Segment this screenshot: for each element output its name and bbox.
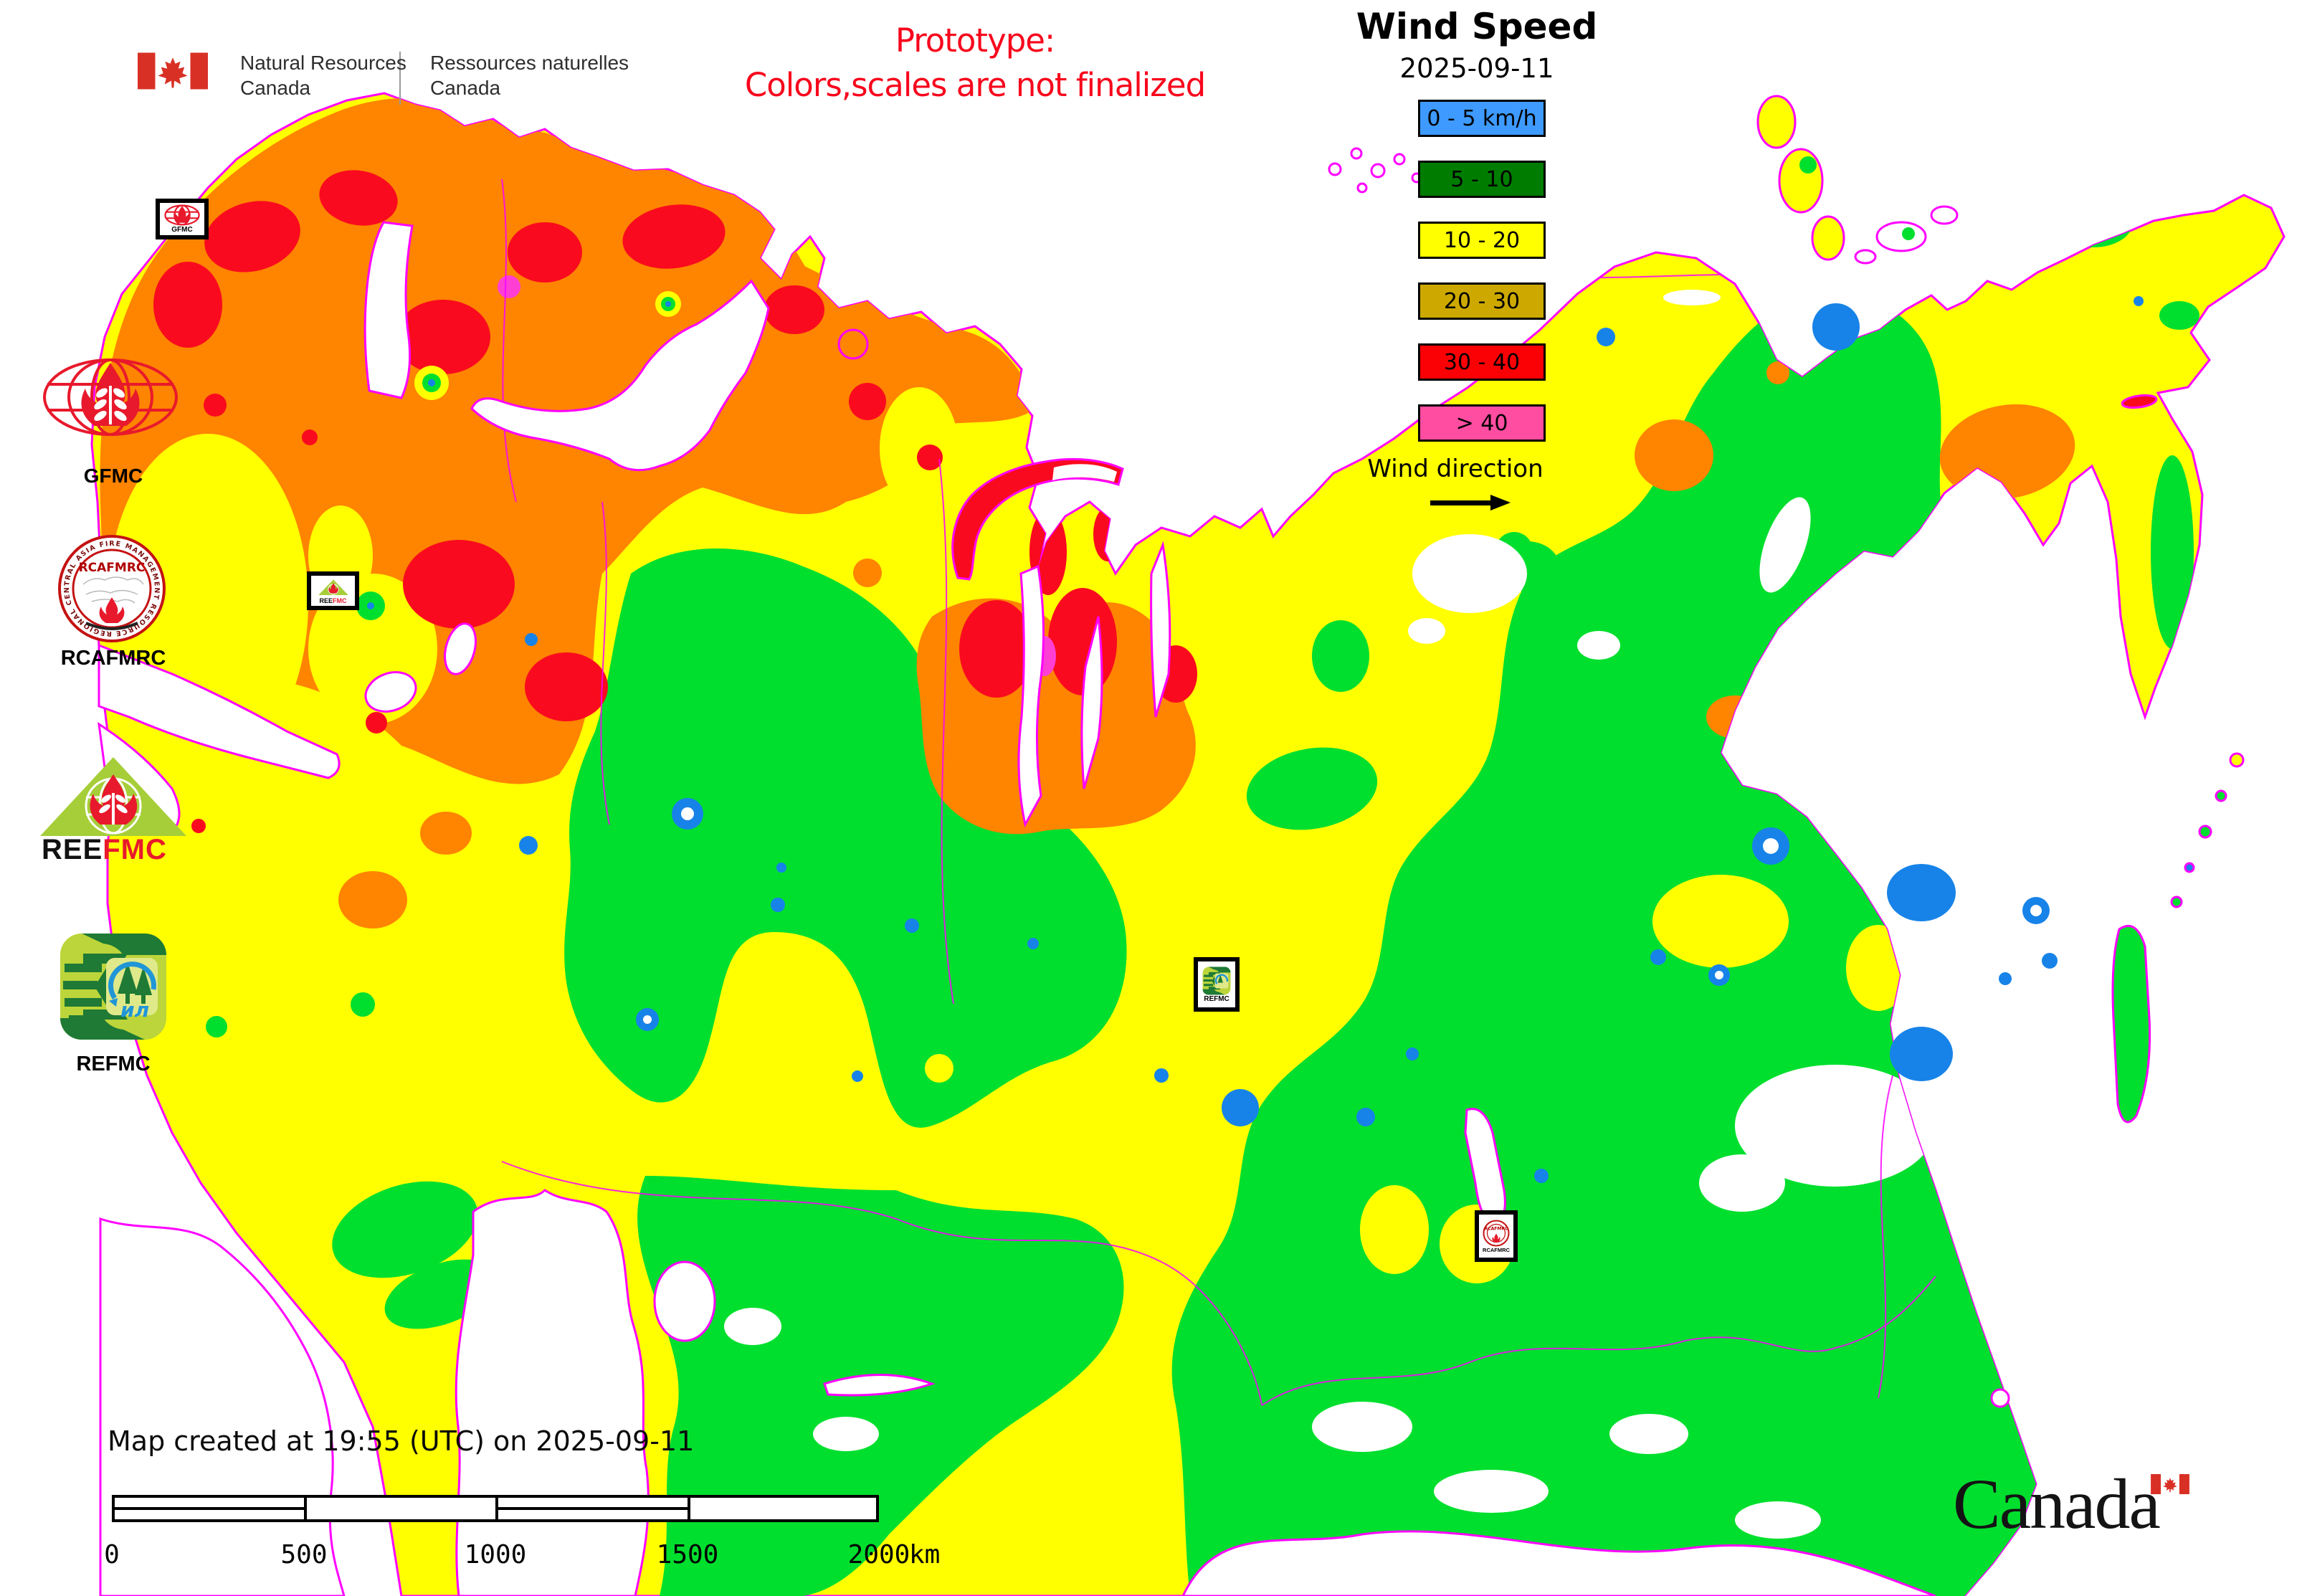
novaya-zemlya bbox=[951, 457, 1124, 581]
lake-ladoga bbox=[364, 671, 417, 713]
wind-direction-arrow-icon bbox=[1430, 495, 1511, 510]
white-sea bbox=[470, 279, 770, 472]
scale-tick-1500: 1500 bbox=[656, 1540, 719, 1569]
franz-josef-land bbox=[1328, 147, 1422, 194]
severnaya-zemlya bbox=[1756, 95, 1845, 261]
map-marker-gfmc: GFMC bbox=[156, 199, 209, 239]
canada-wordmark: Canada bbox=[1953, 1463, 2240, 1563]
sakhalin bbox=[2111, 925, 2151, 1124]
wind-speed-regions bbox=[100, 98, 2210, 1596]
scale-tick-1000: 1000 bbox=[464, 1540, 527, 1569]
scale-bar bbox=[112, 1495, 879, 1522]
scale-unit: km bbox=[909, 1540, 941, 1569]
scale-tick-0: 0 bbox=[104, 1540, 120, 1569]
svg-text:RCAFMRC: RCAFMRC bbox=[79, 561, 146, 575]
svg-text:ил: ил bbox=[120, 998, 149, 1022]
map-marker-refmc: REFMC bbox=[1194, 957, 1240, 1012]
caspian-sea bbox=[455, 1189, 650, 1596]
aral-sea bbox=[653, 1260, 716, 1342]
map-marker-rcafmrc: RCAFMRC RCAFMRC bbox=[1475, 1210, 1518, 1262]
svg-text:RCAFMRC: RCAFMRC bbox=[1485, 1226, 1508, 1231]
legend-item-30-40: 30 - 40 bbox=[1418, 343, 1546, 381]
signature-divider bbox=[399, 52, 401, 105]
baltic-sea bbox=[97, 643, 341, 779]
scale-tick-2000: 2000 bbox=[847, 1540, 910, 1569]
wrangel-island bbox=[2121, 394, 2158, 409]
wind-direction-label: Wind direction bbox=[1367, 455, 1544, 483]
svg-text:REEFMC: REEFMC bbox=[42, 834, 167, 862]
region-orange-northwest bbox=[100, 98, 938, 784]
legend-title: Wind Speed bbox=[1356, 6, 1598, 47]
prototype-line2: Colors,scales are not finalized bbox=[744, 66, 1206, 104]
yenisei-gulf bbox=[1150, 541, 1171, 718]
region-yellow-baikal-west bbox=[1652, 875, 1789, 968]
calm-rings bbox=[356, 291, 681, 620]
wordmark-flag-icon bbox=[2151, 1474, 2189, 1494]
lake-balkhash bbox=[823, 1374, 936, 1397]
nrcan-title-en: Natural Resources Canada bbox=[240, 52, 406, 99]
region-green-caucasus bbox=[332, 1181, 478, 1278]
nodata-patches bbox=[724, 290, 2091, 1539]
region-green-kamchatka bbox=[2151, 455, 2194, 649]
region-red-yamal bbox=[959, 600, 1034, 698]
rcafmrc-logo: REGIONAL CENTRAL ASIA FIRE MANAGEMENT RE… bbox=[57, 534, 166, 642]
lake-onega bbox=[444, 622, 477, 675]
legend-item-5-10: 5 - 10 bbox=[1418, 161, 1546, 198]
scale-tick-500: 500 bbox=[280, 1540, 328, 1569]
region-green-european bbox=[564, 548, 1127, 1128]
lake-khanka bbox=[1990, 1388, 2010, 1408]
refmc-logo: ил bbox=[60, 934, 166, 1040]
ob-gulf bbox=[1017, 564, 1045, 828]
reefmc-logo: REEFMC bbox=[40, 757, 186, 862]
kuril-islands bbox=[2170, 752, 2245, 908]
calm-wind-dots bbox=[519, 296, 2144, 1183]
islands bbox=[837, 95, 2245, 1124]
map-marker-reefmc: REEFMC bbox=[307, 571, 359, 610]
prototype-line1: Prototype: bbox=[895, 22, 1055, 60]
legend-date: 2025-09-11 bbox=[1399, 53, 1554, 84]
legend-item-0-5: 0 - 5 km/h bbox=[1418, 100, 1546, 137]
kolguev-island bbox=[837, 328, 869, 360]
legend-item-10-20: 10 - 20 bbox=[1418, 222, 1546, 259]
gulf-of-bothnia bbox=[363, 221, 414, 399]
gfmc-logo bbox=[43, 358, 178, 436]
region-magenta-kola bbox=[498, 275, 520, 298]
nrcan-title-fr: Ressources naturelles Canada bbox=[430, 52, 629, 99]
map-created-text: Map created at 19:55 (UTC) on 2025-09-11 bbox=[108, 1425, 695, 1457]
taz-gulf bbox=[1080, 616, 1103, 789]
nodata-china bbox=[1181, 1530, 1936, 1596]
gfmc-label: GFMC bbox=[83, 465, 143, 487]
legend-item-40plus: > 40 bbox=[1418, 404, 1546, 442]
prototype-warning: Prototype: Colors,scales are not finaliz… bbox=[617, 19, 1333, 108]
legend-item-20-30: 20 - 30 bbox=[1418, 282, 1546, 320]
new-siberian-islands bbox=[1854, 205, 1959, 265]
canada-flag-icon bbox=[138, 52, 208, 90]
refmc-label: REFMC bbox=[76, 1053, 151, 1075]
region-red-arkhangelsk bbox=[403, 540, 515, 629]
rcafmrc-label: RCAFMRC bbox=[60, 647, 166, 670]
